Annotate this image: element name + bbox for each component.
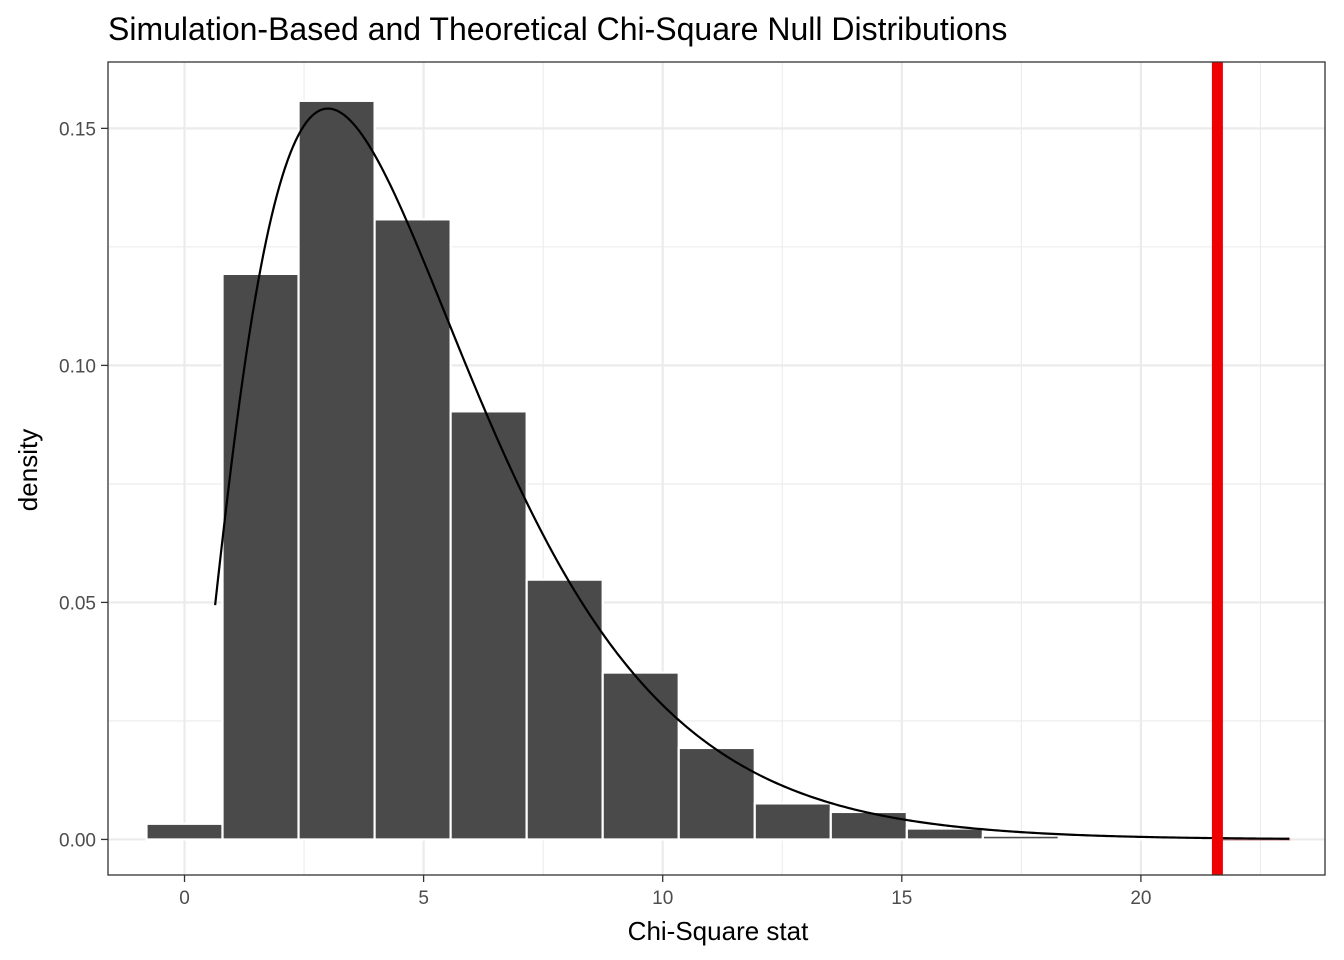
histogram-bar xyxy=(981,834,1060,841)
histogram-bar xyxy=(297,99,376,841)
histogram-bar xyxy=(221,272,300,841)
x-axis-ticks: 0 5 10 15 20 xyxy=(179,875,1151,909)
histogram-bar xyxy=(525,578,604,841)
x-tick-label: 0 xyxy=(179,888,190,909)
theoretical-curve-group xyxy=(214,107,1291,841)
y-axis-ticks: 0.00 0.05 0.10 0.15 xyxy=(59,119,108,851)
histogram-bar xyxy=(449,410,528,841)
x-tick-label: 20 xyxy=(1130,888,1151,909)
y-tick-label: 0.10 xyxy=(59,356,96,377)
y-tick-label: 0.05 xyxy=(59,593,96,614)
theoretical-density-curve xyxy=(214,107,1290,840)
histogram-bar xyxy=(829,810,908,841)
histogram-bars xyxy=(145,99,1289,841)
panel-border xyxy=(107,61,1326,876)
histogram-bar xyxy=(753,802,832,841)
histogram-bar xyxy=(905,827,984,841)
histogram-bar xyxy=(601,671,680,841)
x-tick-label: 10 xyxy=(652,888,673,909)
histogram-bar xyxy=(373,218,452,841)
chart-title: Simulation-Based and Theoretical Chi-Squ… xyxy=(108,11,1007,47)
plot-panel xyxy=(107,61,1326,876)
y-axis-label: density xyxy=(13,429,43,511)
x-axis-label: Chi-Square stat xyxy=(628,916,809,946)
y-tick-label: 0.00 xyxy=(59,830,96,851)
x-tick-label: 5 xyxy=(418,888,429,909)
histogram-bar xyxy=(1057,836,1137,841)
histogram-bar xyxy=(145,822,224,841)
histogram-bar xyxy=(677,746,756,841)
y-tick-label: 0.15 xyxy=(59,119,96,140)
x-tick-label: 15 xyxy=(891,888,912,909)
